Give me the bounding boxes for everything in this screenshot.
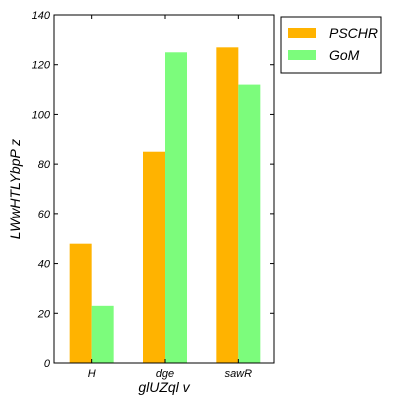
y-tick-label: 140 [32,10,51,22]
bar-pschr-sawr [216,47,239,364]
y-tick-label: 80 [38,159,51,171]
y-tick-label: 100 [32,109,51,121]
plot-frame [53,14,275,364]
bars-layer [69,47,261,364]
axes-layer: 0 20 40 60 80 100 120 140 H dge sawR [32,10,275,380]
y-axis-label: LWwHTLYbpP z [7,139,23,239]
legend-label-gom: GoM [329,47,360,63]
bar-gom-sawr [238,84,261,363]
bar-pschr-h [69,243,92,363]
x-tick-label: sawR [225,368,253,380]
bar-gom-dge [165,52,187,364]
y-tick-label: 120 [32,60,51,72]
legend-box [280,16,382,74]
y-tick-label: 40 [38,259,51,271]
legend: PSCHR GoM [280,16,382,74]
y-tick-label: 60 [38,209,51,221]
x-tick-label: H [88,368,96,380]
x-tick-label: dge [156,368,174,380]
legend-swatch-gom [288,50,316,60]
bar-pschr-dge [143,151,165,363]
x-axis-label: glUZql v [138,379,190,395]
bar-gom-h [91,305,114,363]
y-tick-label: 20 [37,308,51,320]
legend-label-pschr: PSCHR [329,25,378,41]
y-tick-label: 0 [44,358,51,370]
legend-swatch-pschr [288,28,316,38]
